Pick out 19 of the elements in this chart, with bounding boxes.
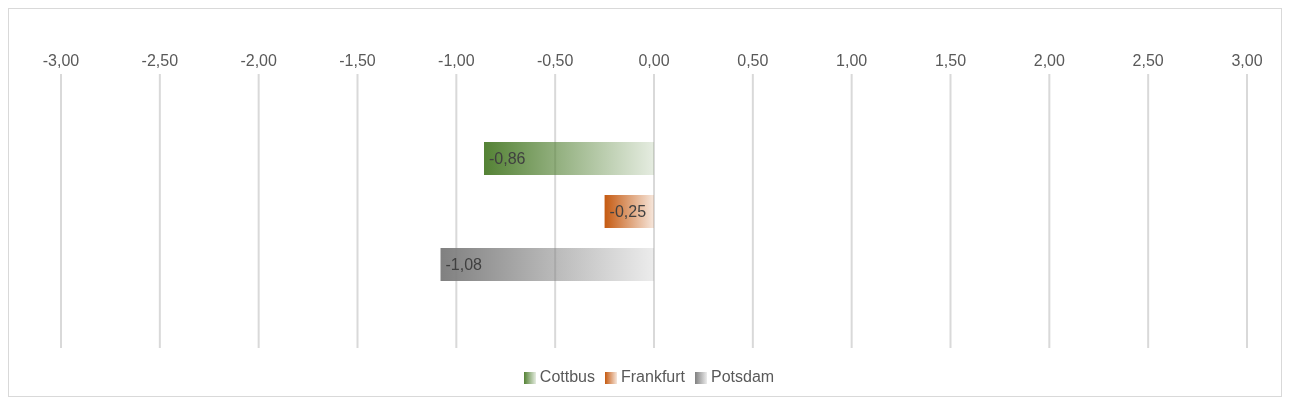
x-tick-label: -1,00 [438,52,475,69]
legend-label: Frankfurt [620,368,685,385]
x-tick-label: 1,00 [836,52,868,69]
data-label: -0,25 [609,203,647,221]
x-tick-label: 2,00 [1033,52,1066,69]
x-tick-label: -1,50 [339,52,376,69]
x-tick-label: -2,50 [141,52,179,69]
x-tick-label: 2,50 [1132,52,1164,69]
x-tick-label: 3,00 [1231,52,1263,69]
data-label: -1,08 [445,256,483,274]
x-tick-label: 1,50 [934,52,967,69]
data-label: -0,86 [489,150,526,168]
legend-label: Potsdam [711,368,775,385]
x-tick-label: 0,00 [638,52,670,69]
legend-label: Cottbus [539,368,595,385]
x-tick-label: -0,50 [536,52,574,69]
x-tick-label: 0,50 [737,52,769,69]
x-tick-label: -2,00 [240,52,277,69]
x-tick-label: -3,00 [42,52,80,69]
